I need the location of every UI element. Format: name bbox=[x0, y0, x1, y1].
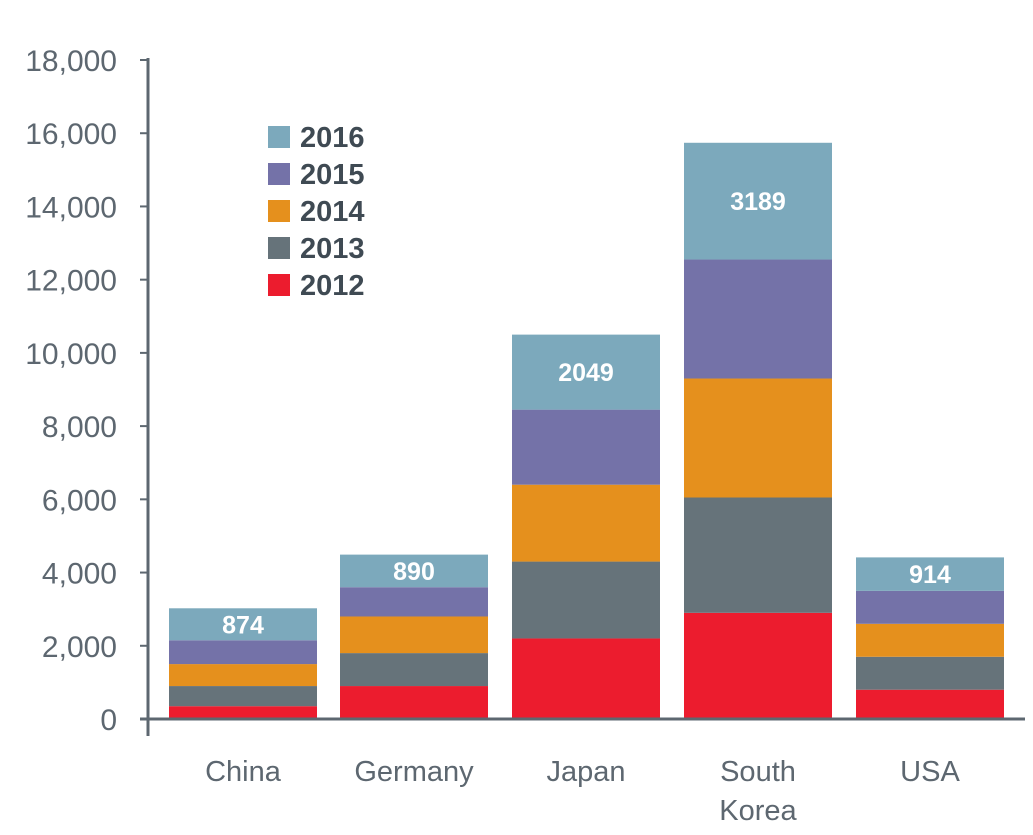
legend-label-2014: 2014 bbox=[300, 196, 365, 228]
bar-segment-usa-2016 bbox=[856, 557, 1004, 591]
legend-label-2016: 2016 bbox=[300, 122, 365, 154]
x-tick-label: Japan bbox=[546, 756, 625, 788]
y-tick-label: 18,000 bbox=[25, 45, 117, 78]
bar-segment-japan-2014 bbox=[512, 484, 660, 562]
bar-segment-china-2014 bbox=[169, 664, 317, 687]
bar-segment-south-korea-2014 bbox=[684, 378, 832, 498]
bar-segment-germany-2015 bbox=[340, 587, 488, 617]
legend: 2016 2015 2014 2013 2012 bbox=[268, 122, 365, 302]
data-label: 2049 bbox=[558, 359, 614, 387]
bar-segment-china-2015 bbox=[169, 640, 317, 665]
labels-layer: 874 890 2049 3189 914 bbox=[222, 188, 951, 640]
bar-segment-china-2013 bbox=[169, 686, 317, 707]
legend-label-2013: 2013 bbox=[300, 233, 365, 265]
bar-segment-south-korea-2012 bbox=[684, 612, 832, 719]
bar-segment-usa-2012 bbox=[856, 689, 1004, 719]
legend-label-2012: 2012 bbox=[300, 270, 365, 302]
x-tick-label: China bbox=[205, 756, 282, 788]
axes-layer: 0 2,000 4,000 6,000 8,000 10,000 12,000 14,000 1… bbox=[25, 45, 1025, 827]
data-label: 890 bbox=[393, 558, 435, 586]
y-tick-label: 16,000 bbox=[25, 118, 117, 151]
bar-segment-germany-2014 bbox=[340, 616, 488, 654]
y-tick-label: 12,000 bbox=[25, 265, 117, 298]
bars-layer bbox=[169, 142, 1004, 719]
data-label: 914 bbox=[909, 561, 951, 589]
bar-segment-china-2016 bbox=[169, 608, 317, 641]
bar-segment-germany-2016 bbox=[340, 554, 488, 588]
bar-segment-japan-2013 bbox=[512, 561, 660, 639]
bar-segment-china-2012 bbox=[169, 706, 317, 719]
y-tick-label: 0 bbox=[100, 704, 117, 737]
legend-swatch-2014 bbox=[268, 200, 290, 222]
y-tick-label: 8,000 bbox=[42, 411, 117, 444]
bar-segment-south-korea-2015 bbox=[684, 259, 832, 379]
bar-segment-germany-2013 bbox=[340, 653, 488, 687]
bar-segment-japan-2016 bbox=[512, 334, 660, 410]
y-tick-label: 14,000 bbox=[25, 191, 117, 224]
x-tick-label: Germany bbox=[354, 756, 474, 788]
legend-swatch-2012 bbox=[268, 274, 290, 296]
bar-segment-usa-2013 bbox=[856, 656, 1004, 690]
bar-segment-south-korea-2016 bbox=[684, 142, 832, 260]
bar-segment-usa-2015 bbox=[856, 590, 1004, 624]
data-label: 874 bbox=[222, 611, 264, 639]
bar-segment-japan-2015 bbox=[512, 409, 660, 485]
y-tick-label: 6,000 bbox=[42, 484, 117, 517]
y-tick-label: 10,000 bbox=[25, 338, 117, 371]
legend-swatch-2013 bbox=[268, 237, 290, 259]
y-tick-label: 2,000 bbox=[42, 631, 117, 664]
bar-segment-germany-2012 bbox=[340, 686, 488, 719]
bar-segment-japan-2012 bbox=[512, 638, 660, 719]
bar-segment-usa-2014 bbox=[856, 623, 1004, 657]
x-tick-label: USA bbox=[900, 756, 960, 788]
legend-swatch-2016 bbox=[268, 126, 290, 148]
y-tick-label: 4,000 bbox=[42, 558, 117, 591]
legend-swatch-2015 bbox=[268, 163, 290, 185]
bar-segment-south-korea-2013 bbox=[684, 497, 832, 613]
x-tick-label: South Korea bbox=[719, 756, 797, 827]
legend-label-2015: 2015 bbox=[300, 159, 365, 191]
data-label: 3189 bbox=[730, 188, 786, 216]
